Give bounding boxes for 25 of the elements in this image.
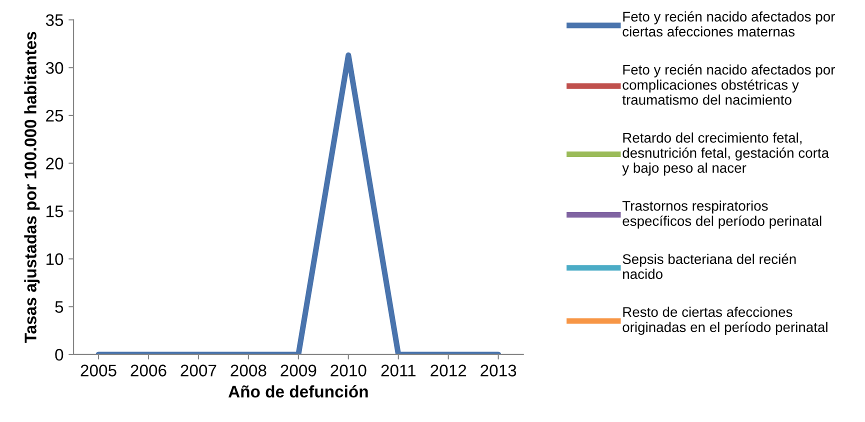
y-tick-label: 0 [55,348,64,361]
legend-label: Feto y recién nacido afectados por ciertas afecciones maternas [622,11,835,37]
x-tick-label: 2013 [480,364,516,376]
x-tick-label: 2011 [381,364,416,376]
x-tick-label: 2010 [330,364,366,376]
x-tick-label: 2012 [430,364,466,376]
legend-label: Resto de ciertas afecciones originadas en el período perinatal [622,306,828,335]
legend-label: Sepsis bacteriana del recién nacido [622,254,796,280]
y-tick-label: 30 [46,62,64,74]
x-tick-label: 2008 [230,364,266,376]
x-tick-label: 2009 [280,364,316,376]
x-tick-label: 2005 [80,364,116,376]
y-tick-label: 35 [46,14,64,26]
legend-label: Feto y recién nacido afectados por complicaciones obstétricas y traumatismo del nacimiento [622,64,835,105]
y-tick-label: 20 [46,158,64,170]
x-tick-label: 2007 [180,364,216,376]
y-tick-label: 5 [55,301,64,313]
y-tick-label: 15 [46,206,64,218]
x-tick-label: 2006 [130,364,166,376]
y-tick-label: 10 [46,253,64,266]
x-axis-title: Año de defunción [228,385,368,398]
y-tick-label: 25 [46,110,64,122]
y-axis-title: Tasas ajustadas por 100.000 habitantes [24,32,40,343]
legend-label: Trastornos respiratorios específicos del período perinatal [622,200,822,229]
legend-label: Retardo del crecimiento fetal, desnutrición fetal, gestación corta y bajo peso al nacer [622,132,830,176]
